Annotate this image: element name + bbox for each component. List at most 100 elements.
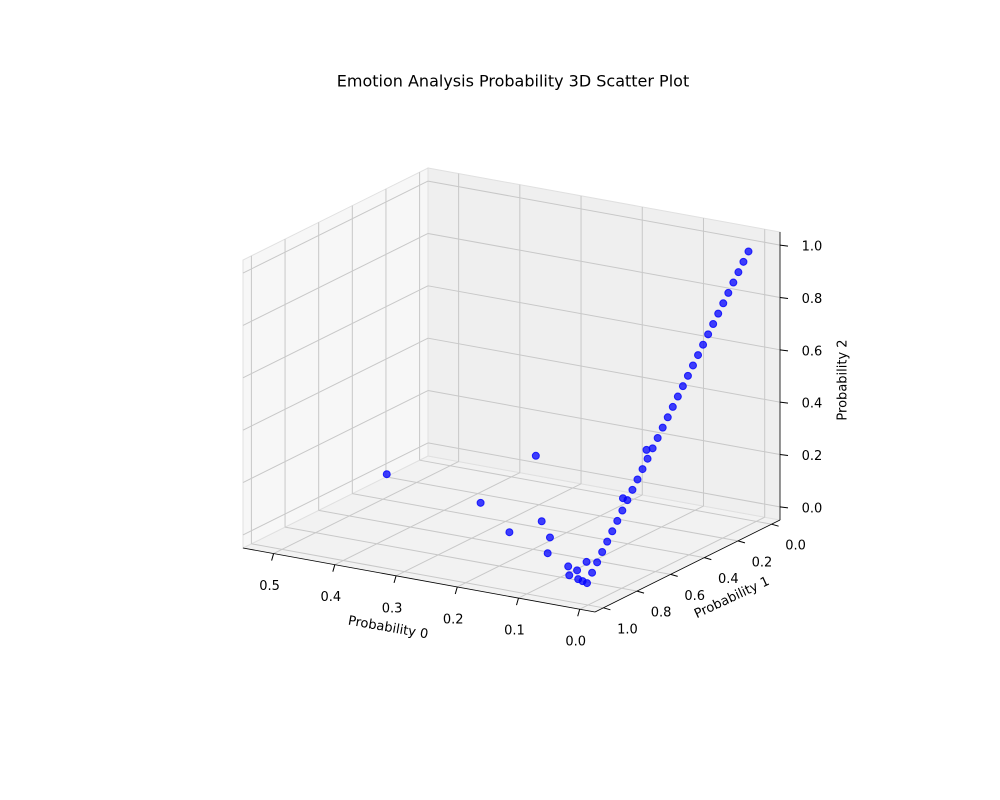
point (744, 247, 753, 256)
tick-mark (779, 506, 789, 509)
grid-line (385, 476, 739, 542)
point (583, 579, 592, 588)
point (593, 558, 602, 567)
point (505, 528, 514, 537)
tick-mark (454, 586, 458, 595)
point (588, 568, 597, 577)
point (598, 547, 607, 556)
tick-mark (779, 401, 789, 404)
point (613, 516, 622, 525)
point (704, 330, 713, 339)
z-tick-label: 0.2 (802, 449, 823, 464)
x-tick-label: 0.5 (259, 579, 280, 594)
point (694, 351, 703, 360)
grid-line (273, 461, 459, 555)
tick-mark (636, 590, 645, 594)
z-axis-title: Probability 2 (836, 339, 851, 420)
grid-line (318, 509, 671, 575)
tick-mark (779, 244, 789, 247)
point (476, 498, 485, 507)
point (633, 475, 642, 484)
point (608, 527, 617, 536)
point (699, 340, 708, 349)
y-tick-label: 0.6 (684, 589, 705, 604)
grid-line (427, 442, 781, 508)
point (623, 496, 632, 505)
point (545, 533, 554, 542)
point (382, 470, 391, 479)
tick-mark (779, 349, 789, 352)
tick-mark (577, 609, 581, 617)
grid-line (395, 483, 582, 577)
z-tick-label: 0.6 (802, 344, 823, 359)
point (531, 451, 540, 460)
point (663, 413, 672, 422)
grid-line (242, 285, 429, 379)
tick-mark (779, 296, 789, 299)
point (729, 278, 738, 287)
x-tick-label: 0.1 (504, 624, 525, 639)
point (724, 288, 733, 297)
point (573, 566, 582, 575)
grid-line (427, 232, 781, 298)
x-tick-label: 0.4 (320, 590, 341, 605)
point (537, 517, 546, 526)
point (564, 562, 573, 571)
tick-mark (771, 523, 779, 527)
point (709, 319, 718, 328)
grid-line (242, 233, 429, 326)
grid-line (242, 390, 429, 483)
grid-line (579, 516, 765, 610)
point (673, 392, 682, 401)
z-tick-label: 0.0 (802, 501, 823, 516)
grid-line (427, 337, 781, 403)
tick-mark (737, 540, 746, 544)
z-tick-label: 1.0 (802, 240, 823, 255)
grid-line (242, 180, 429, 274)
y-axis (594, 519, 781, 613)
y-tick-label: 0.0 (785, 539, 806, 554)
y-tick-label: 1.0 (617, 622, 638, 637)
chart-title: Emotion Analysis Probability 3D Scatter … (337, 72, 689, 91)
point (543, 549, 552, 558)
tick-mark (393, 575, 397, 583)
grid-line (352, 493, 705, 559)
point (683, 371, 692, 380)
z-tick-label: 0.4 (802, 397, 823, 412)
point (678, 382, 687, 391)
tick-mark (332, 564, 336, 572)
grid-line (242, 337, 429, 431)
point (668, 402, 677, 411)
x-tick-label: 0.0 (565, 635, 586, 650)
point (565, 571, 574, 580)
point (638, 465, 647, 474)
grid-line (427, 390, 781, 456)
x-axis (242, 547, 596, 613)
grid-line (427, 285, 781, 351)
point (618, 506, 627, 515)
point (714, 309, 723, 318)
point (739, 257, 748, 266)
y-tick-label: 0.8 (651, 606, 672, 621)
point (688, 361, 697, 370)
tick-mark (603, 607, 611, 611)
point (603, 537, 612, 546)
point (653, 433, 662, 442)
point (648, 444, 657, 453)
grid-line (427, 180, 781, 246)
grid-line (334, 472, 521, 566)
point (643, 454, 652, 463)
tick-mark (704, 557, 712, 561)
grid-line (251, 543, 604, 609)
x-axis-title: Probability 0 (347, 614, 429, 643)
y-tick-label: 0.2 (752, 555, 773, 570)
tick-mark (670, 573, 678, 577)
y-tick-label: 0.4 (718, 572, 739, 587)
grid-line (242, 442, 429, 536)
point (734, 268, 743, 277)
tick-mark (515, 597, 519, 606)
tick-mark (779, 454, 789, 457)
z-tick-label: 0.8 (802, 292, 823, 307)
x-tick-label: 0.2 (443, 612, 464, 627)
